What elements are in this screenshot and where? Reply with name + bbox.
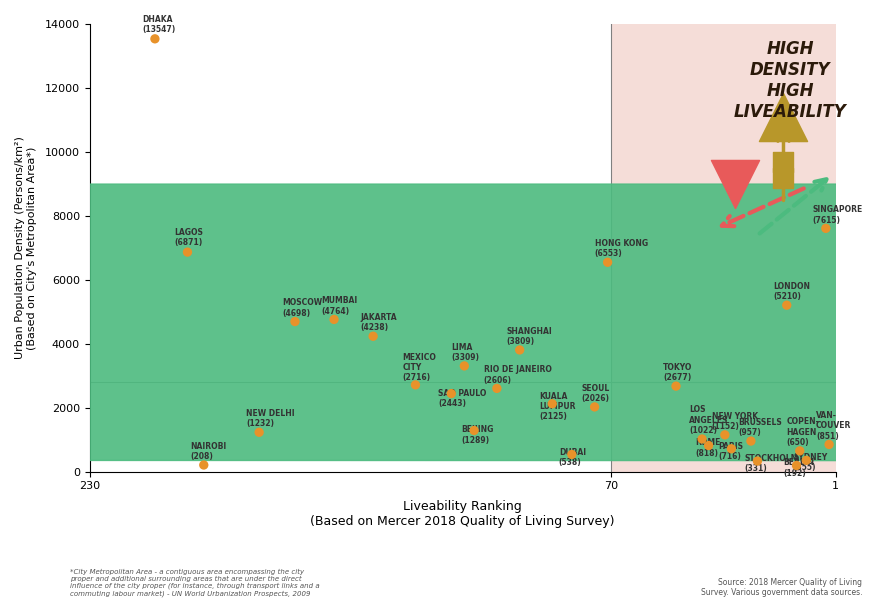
Point — [744, 436, 758, 446]
Text: NAIROBI
(208): NAIROBI (208) — [191, 442, 227, 461]
Point — [180, 247, 194, 257]
Point — [728, 179, 742, 189]
Point — [669, 381, 683, 391]
Point — [780, 300, 794, 310]
Text: KUALA
LUMPUR
(2125): KUALA LUMPUR (2125) — [539, 391, 576, 421]
Point — [490, 384, 504, 393]
Text: SAO PAULO
(2443): SAO PAULO (2443) — [438, 388, 487, 408]
Point — [366, 332, 380, 341]
Text: HIGH
DENSITY
HIGH
LIVEABILITY: HIGH DENSITY HIGH LIVEABILITY — [734, 40, 847, 121]
Point — [701, 441, 715, 450]
Text: PARIS
(716): PARIS (716) — [718, 441, 744, 461]
Point — [327, 315, 341, 324]
FancyArrow shape — [0, 184, 880, 461]
Text: LIMA
(3309): LIMA (3309) — [451, 343, 480, 362]
Point — [565, 450, 579, 459]
Text: MUMBAI
(4764): MUMBAI (4764) — [321, 296, 357, 315]
Point — [718, 430, 732, 440]
Point — [789, 461, 803, 470]
Point — [822, 440, 836, 449]
Bar — [611, 24, 836, 472]
Point — [513, 345, 527, 355]
Point — [724, 444, 738, 453]
Text: LOS
ANGELES
(1022): LOS ANGELES (1022) — [689, 405, 729, 435]
Point — [751, 456, 765, 466]
Text: MEXICO
CITY
(2716): MEXICO CITY (2716) — [402, 353, 436, 382]
Point — [818, 224, 832, 233]
Point — [444, 389, 458, 399]
Text: SHANGHAI
(3809): SHANGHAI (3809) — [507, 327, 553, 346]
Text: RIO DE JANEIRO
(2606): RIO DE JANEIRO (2606) — [484, 365, 552, 385]
Text: SINGAPORE
(7615): SINGAPORE (7615) — [813, 205, 863, 224]
Point — [288, 317, 302, 326]
Text: COPEN-
HAGEN
(650): COPEN- HAGEN (650) — [787, 417, 819, 447]
Point — [546, 399, 560, 409]
Text: LONDON
(5210): LONDON (5210) — [774, 282, 810, 302]
Text: SEOUL
(2026): SEOUL (2026) — [582, 384, 610, 403]
Point — [695, 434, 709, 444]
Point — [776, 157, 790, 166]
Text: JAKARTA
(4238): JAKARTA (4238) — [360, 313, 397, 332]
Text: Source: 2018 Mercer Quality of Living
Survey. Various government data sources.: Source: 2018 Mercer Quality of Living Su… — [700, 578, 862, 597]
Text: BERLIN
(192): BERLIN (192) — [783, 458, 815, 478]
Point — [467, 426, 481, 435]
Point — [197, 460, 211, 470]
Point — [793, 446, 807, 456]
Text: NEW DELHI
(1232): NEW DELHI (1232) — [246, 409, 295, 429]
Point — [776, 112, 790, 122]
Text: SYDNEY
(355): SYDNEY (355) — [793, 453, 827, 472]
Text: DUBAI
(538): DUBAI (538) — [559, 448, 586, 467]
Text: VAN-
COUVER
(851): VAN- COUVER (851) — [816, 411, 852, 441]
Point — [799, 455, 813, 465]
Point — [588, 402, 602, 412]
Text: NEW YORK
(1152): NEW YORK (1152) — [712, 412, 758, 431]
Text: MOSCOW
(4698): MOSCOW (4698) — [282, 298, 322, 318]
Text: BRUSSELS
(957): BRUSSELS (957) — [738, 418, 781, 437]
Point — [148, 34, 162, 43]
X-axis label: Liveability Ranking
(Based on Mercer 2018 Quality of Living Survey): Liveability Ranking (Based on Mercer 201… — [311, 500, 615, 528]
Text: HONG KONG
(6553): HONG KONG (6553) — [595, 239, 648, 259]
Point — [600, 257, 614, 267]
Text: *City Metropolitan Area - a contiguous area encompassing the city
proper and add: *City Metropolitan Area - a contiguous a… — [70, 569, 320, 597]
Text: TOKYO
(2677): TOKYO (2677) — [663, 363, 693, 382]
Point — [408, 380, 422, 390]
Y-axis label: Urban Population Density (Persons/km²)
(Based on City's Metropolitan Area*): Urban Population Density (Persons/km²) (… — [15, 136, 37, 359]
Point — [458, 361, 472, 371]
Text: ROME
(818): ROME (818) — [695, 438, 721, 458]
Text: STOCKHOLM
(331): STOCKHOLM (331) — [744, 454, 799, 473]
Point — [252, 428, 266, 437]
Point — [776, 173, 790, 183]
Text: DHAKA
(13547): DHAKA (13547) — [142, 14, 175, 34]
Text: BEIJING
(1289): BEIJING (1289) — [461, 426, 494, 445]
Text: LAGOS
(6871): LAGOS (6871) — [174, 228, 203, 247]
